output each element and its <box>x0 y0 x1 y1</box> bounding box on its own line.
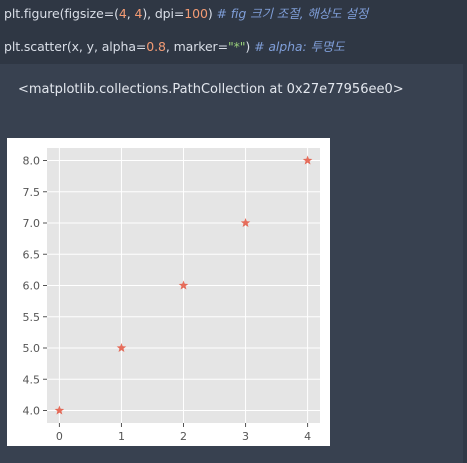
x-tick-label: 4 <box>304 430 311 443</box>
code-number: 100 <box>184 6 208 21</box>
x-tick-label: 2 <box>180 430 187 443</box>
y-tick-label: 4.0 <box>23 405 41 418</box>
scatter-plot: 0 1 2 3 4 4.0 4.5 5.0 5.5 6.0 6.5 7.0 7.5 8.0 <box>7 138 330 446</box>
code-comment: # alpha: 투명도 <box>250 39 344 54</box>
code-line-figure[interactable]: plt.figure(figsize=(4, 4), dpi=100) # fi… <box>4 3 368 22</box>
y-tick-label: 7.0 <box>23 217 41 230</box>
cell-divider <box>0 30 467 31</box>
y-tick-label: 5.5 <box>23 311 41 324</box>
code-token: , marker= <box>166 39 228 54</box>
code-token: ), dpi= <box>142 6 184 21</box>
x-tick-label: 1 <box>118 430 125 443</box>
code-number: 4 <box>119 6 127 21</box>
code-comment: # fig 크기 조절, 해상도 설정 <box>213 6 369 21</box>
y-tick-label: 7.5 <box>23 186 41 199</box>
scatter-plot-figure: 0 1 2 3 4 4.0 4.5 5.0 5.5 6.0 6.5 7.0 7.5 8.0 <box>7 138 330 446</box>
x-tick-label: 3 <box>242 430 249 443</box>
scrollbar-track[interactable] <box>463 64 467 463</box>
x-tick-label: 0 <box>56 430 63 443</box>
code-number: 0.8 <box>146 39 166 54</box>
y-tick-label: 8.0 <box>23 155 41 168</box>
code-cell[interactable]: plt.figure(figsize=(4, 4), dpi=100) # fi… <box>0 0 467 64</box>
code-token: plt.scatter(x, y, alpha= <box>4 39 146 54</box>
output-text: <matplotlib.collections.PathCollection a… <box>18 82 404 97</box>
code-token: plt.figure(figsize=( <box>4 6 119 21</box>
code-string: "*" <box>228 39 245 54</box>
code-line-scatter[interactable]: plt.scatter(x, y, alpha=0.8, marker="*")… <box>4 36 345 55</box>
y-tick-label: 4.5 <box>23 373 41 386</box>
y-tick-label: 5.0 <box>23 342 41 355</box>
y-tick-label: 6.5 <box>23 248 41 261</box>
y-tick-label: 6.0 <box>23 280 41 293</box>
